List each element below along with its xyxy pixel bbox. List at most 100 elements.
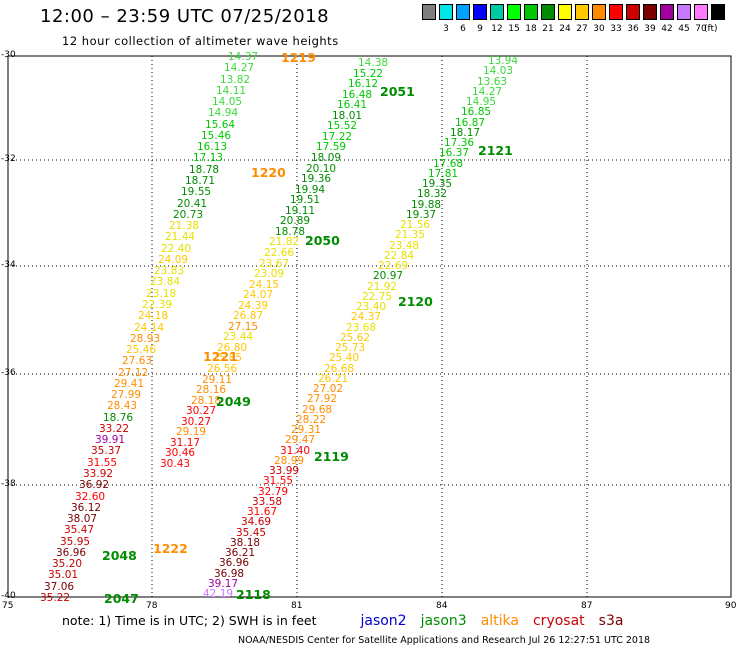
- wave-height-label: 17.81: [428, 168, 459, 180]
- wave-height-label: 24.18: [138, 310, 169, 322]
- wave-height-label: 13.94: [488, 55, 519, 67]
- wave-height-label: 16.13: [197, 141, 228, 153]
- wave-height-label: 22.84: [384, 250, 415, 262]
- wave-height-label: 16.41: [337, 99, 368, 111]
- wave-height-label: 28.22: [296, 414, 327, 426]
- wave-height-label: 20.73: [173, 209, 204, 221]
- lat-tick-label: -40: [1, 591, 16, 601]
- legend-swatch: [558, 4, 572, 20]
- wave-height-label: 26.87: [233, 310, 264, 322]
- wave-height-label: 21.56: [400, 219, 431, 231]
- wave-height-label: 18.78: [189, 164, 220, 176]
- legend-swatch: [592, 4, 606, 20]
- wave-height-label: 27.15: [228, 321, 259, 333]
- wave-height-label: 23.09: [254, 268, 285, 280]
- lon-tick-label: 84: [436, 601, 448, 611]
- wave-height-label: 16.48: [342, 89, 373, 101]
- credit-line: NOAA/NESDIS Center for Satellite Applica…: [238, 635, 651, 646]
- pass-id-label: 2049: [216, 394, 251, 409]
- wave-height-label: 14.94: [208, 107, 239, 119]
- legend-label: 30: [593, 24, 605, 34]
- wave-height-label: 18.76: [103, 412, 134, 424]
- legend-label: 18: [525, 24, 537, 34]
- wave-height-label: 33.22: [99, 423, 130, 435]
- legend-label: 15: [508, 24, 520, 34]
- pass-id-label: 1221: [203, 349, 238, 364]
- wave-height-label: 36.92: [79, 479, 110, 491]
- wave-height-label: 25.62: [340, 332, 371, 344]
- wave-height-label: 31.40: [280, 445, 311, 457]
- wave-height-label: 27.92: [307, 393, 338, 405]
- wave-height-label: 23.68: [346, 322, 377, 334]
- lat-tick-label: -36: [1, 368, 16, 378]
- wave-height-label: 35.20: [52, 558, 83, 570]
- pass-id-label: 1222: [153, 541, 188, 556]
- wave-height-label: 17.36: [444, 137, 475, 149]
- wave-height-label: 20.10: [306, 163, 337, 175]
- pass-id-label: 2118: [236, 587, 271, 602]
- legend-swatch: [677, 4, 691, 20]
- wave-height-label: 25.40: [329, 352, 360, 364]
- legend-label: 70: [695, 24, 707, 34]
- wave-height-label: 22.75: [362, 291, 393, 303]
- legend-swatch: [473, 4, 487, 20]
- wave-height-label: 23.48: [389, 240, 420, 252]
- wave-height-label: 35.22: [40, 592, 71, 604]
- satellite-key-cryosat: cryosat: [532, 613, 585, 629]
- wave-height-label: 32.60: [75, 491, 106, 503]
- wave-height-label: 23.44: [223, 331, 254, 343]
- legend-unit: (ft): [704, 24, 718, 34]
- wave-height-label: 33.58: [252, 496, 283, 508]
- wave-height-label: 30.46: [165, 447, 196, 459]
- wave-height-label: 28.18: [191, 395, 222, 407]
- wave-height-label: 38.18: [230, 537, 261, 549]
- wave-height-label: 27.99: [111, 389, 142, 401]
- map-title: 12:00 – 23:59 UTC 07/25/2018: [40, 6, 330, 27]
- legend-label: 6: [460, 24, 466, 34]
- wave-height-label: 21.38: [169, 220, 200, 232]
- map-subtitle: 12 hour collection of altimeter wave hei…: [62, 34, 339, 48]
- wave-height-label: 25.46: [126, 344, 157, 356]
- wave-height-label: 17.22: [322, 131, 353, 143]
- legend-swatch: [626, 4, 640, 20]
- wave-height-label: 36.12: [71, 502, 102, 514]
- wave-height-label: 34.69: [241, 516, 272, 528]
- wave-height-label: 25.85: [212, 352, 243, 364]
- legend-label: 45: [678, 24, 690, 34]
- satellite-key-jason3: jason3: [420, 613, 467, 629]
- wave-height-label: 21.44: [165, 231, 196, 243]
- wave-height-label: 13.82: [220, 74, 251, 86]
- wave-height-label: 14.11: [216, 85, 247, 97]
- footnote: note: 1) Time is in UTC; 2) SWH is in fe…: [62, 613, 637, 629]
- wave-height-label: 42.19: [203, 588, 234, 600]
- wave-height-label: 35.47: [64, 524, 95, 536]
- wave-height-label: 25.73: [335, 342, 366, 354]
- pass-id-label: 2047: [104, 591, 139, 606]
- wave-height-label: 37.06: [44, 581, 75, 593]
- map-frame: [7, 55, 732, 598]
- wave-height-label: 36.96: [219, 557, 250, 569]
- wave-height-label: 17.59: [316, 141, 347, 153]
- legend-label: 36: [627, 24, 639, 34]
- wave-height-label: 14.37: [228, 51, 259, 63]
- wave-height-label: 24.07: [243, 289, 274, 301]
- lon-tick-label: 87: [581, 601, 593, 611]
- wave-height-label: 19.88: [411, 199, 442, 211]
- wave-height-label: 19.36: [301, 173, 332, 185]
- wave-height-label: 29.68: [302, 404, 333, 416]
- wave-height-label: 15.52: [327, 120, 358, 132]
- lat-tick-label: -30: [1, 50, 16, 60]
- wave-height-label: 19.37: [406, 209, 437, 221]
- lon-tick-label: 81: [291, 601, 303, 611]
- legend-swatch: [439, 4, 453, 20]
- legend-swatch: [660, 4, 674, 20]
- wave-height-label: 24.09: [158, 254, 189, 266]
- wave-height-label: 23.18: [146, 288, 177, 300]
- wave-height-label: 14.95: [466, 96, 497, 108]
- wave-height-label: 29.47: [285, 434, 316, 446]
- legend-swatch: [422, 4, 436, 20]
- legend-swatch: [490, 4, 504, 20]
- wave-height-label: 31.55: [87, 457, 118, 469]
- wave-height-label: 24.37: [351, 311, 382, 323]
- wave-height-label: 33.99: [269, 465, 300, 477]
